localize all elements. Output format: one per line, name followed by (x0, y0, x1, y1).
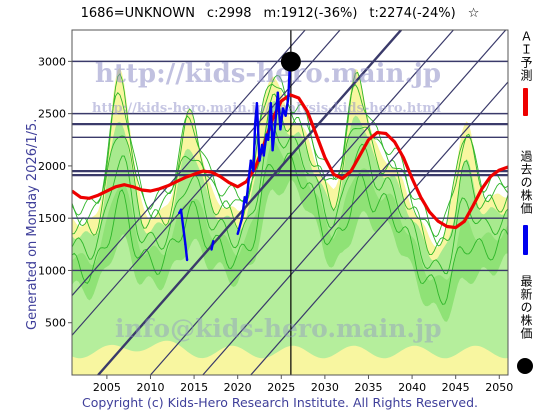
x-tick-label: 2010 (136, 381, 164, 394)
x-tick-label: 2035 (354, 381, 382, 394)
past-price-point (260, 143, 264, 147)
past-price-point (210, 248, 213, 251)
latest-price-dot (280, 51, 301, 72)
past-price-point (262, 154, 266, 157)
x-tick-label: 2015 (180, 381, 208, 394)
past-price-point (179, 208, 183, 212)
past-price-point (276, 91, 279, 94)
band-detail-line-2 (72, 93, 508, 256)
yellow-band-lower (72, 340, 508, 375)
trend-line-5 (250, 81, 508, 375)
legend-ai-forecast-label: ＡＩ予測 (519, 30, 533, 82)
past-price-point (255, 101, 259, 105)
past-price-point (271, 149, 274, 152)
star-icon[interactable]: ☆ (467, 6, 480, 21)
past-price-point (245, 201, 248, 204)
past-price-point (258, 159, 261, 162)
trend-line-2 (97, 30, 402, 375)
past-price-point (185, 258, 189, 262)
past-price-point (243, 196, 246, 199)
band-detail-line-4 (72, 152, 508, 305)
past-price-point (253, 122, 257, 126)
legend-latest-price-dot (517, 358, 533, 374)
past-price-point (178, 211, 181, 215)
past-price-point (236, 232, 239, 236)
past-price-point (240, 216, 244, 220)
past-price-point (265, 133, 268, 136)
past-price-point (287, 96, 290, 100)
past-price-point (284, 114, 287, 117)
x-tick-label: 2020 (224, 381, 252, 394)
x-tick-label: 2040 (398, 381, 426, 394)
legend-past-price-swatch (523, 225, 528, 255)
stock-code-name: 1686=UNKNOWN (80, 6, 195, 21)
y-tick-label: 1500 (38, 212, 66, 225)
green-band-inner (72, 180, 508, 375)
y-tick-label: 3000 (38, 55, 66, 68)
past-price-point (281, 107, 285, 110)
max-info-label: m:1912(-36%) (263, 6, 358, 21)
x-tick-label: 2005 (93, 381, 121, 394)
past-price-point (247, 175, 251, 178)
current-price-label: c:2998 (206, 6, 252, 21)
trend-line-4 (202, 30, 507, 375)
copyright-footer: Copyright (c) Kids-Hero Research Institu… (81, 395, 479, 410)
plot-frame (71, 29, 509, 376)
y-tick-label: 2000 (38, 160, 66, 173)
past-price-point (252, 169, 255, 173)
watermark-text-1: http://kids-hero.main.jp (95, 59, 441, 89)
x-tick-label: 2045 (442, 381, 470, 394)
generated-date-note: Generated on Monday 2026/1/5. (25, 118, 40, 330)
past-price-segment-1 (178, 208, 189, 261)
x-tick-label: 2050 (485, 381, 513, 394)
trend-line-6 (72, 30, 306, 297)
legend-past-price-label: 過去の株価 (519, 150, 533, 215)
y-tick-label: 1000 (38, 264, 66, 277)
x-tick-label: 2025 (267, 381, 295, 394)
past-price-point (267, 138, 270, 141)
watermark-text-2: http://kids-hero.main.jp/analysis-kids-h… (92, 101, 441, 116)
trend-line-3 (150, 30, 454, 375)
x-tick-label: 2030 (311, 381, 339, 394)
past-price-segment-2 (210, 240, 215, 250)
legend-latest-price-label: 最新の株価 (519, 275, 533, 340)
past-price-point (273, 122, 277, 126)
target-info-label: t:2274(-24%) (369, 6, 456, 21)
past-price-point (184, 243, 187, 246)
y-tick-label: 2500 (38, 108, 66, 121)
past-price-point (212, 239, 215, 243)
band-detail-line-5 (72, 71, 508, 247)
past-price-point (249, 159, 252, 162)
chart-header: 1686=UNKNOWN c:2998 m:1912(-36%) t:2274(-24… (0, 6, 560, 21)
ai-forecast-line (72, 93, 508, 230)
past-price-point (269, 101, 273, 105)
watermark-text-3: info@kids-hero.main.jp (115, 314, 442, 343)
y-tick-label: 500 (45, 317, 66, 330)
past-price-point (279, 128, 282, 131)
plot-area: http://kids-hero.main.jp http://kids-hero… (72, 30, 508, 375)
legend-ai-forecast-swatch (523, 88, 528, 116)
